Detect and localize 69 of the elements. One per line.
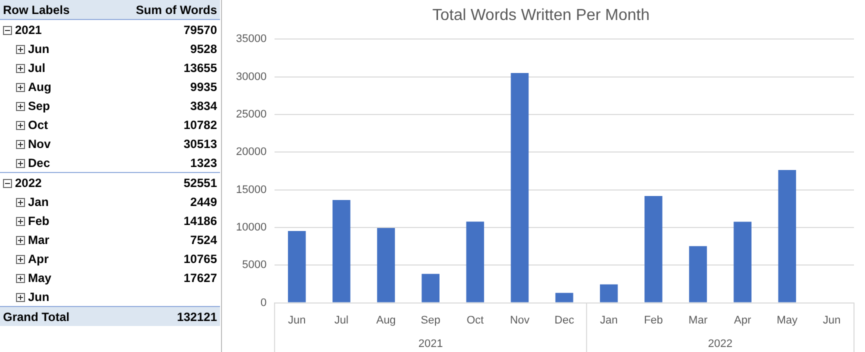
- text: Aug: [27, 78, 52, 96]
- chart-title: Total Words Written Per Month: [432, 7, 650, 24]
- bar: [510, 72, 529, 302]
- text: 52551: [100, 172, 220, 192]
- text: Jun: [27, 40, 50, 58]
- bar: [555, 292, 574, 302]
- text: 1323: [189, 154, 218, 172]
- y-tick-label: 15000: [236, 184, 267, 196]
- text: 2021: [0, 20, 100, 39]
- y-tick-label: 30000: [236, 70, 267, 83]
- text: May: [27, 270, 52, 286]
- y-tick-label: 20000: [236, 146, 267, 158]
- bar: [734, 222, 752, 302]
- y-tick-label: 5000: [242, 259, 267, 272]
- bar: [422, 274, 440, 302]
- bar: [600, 284, 618, 302]
- text: 2022: [708, 338, 733, 350]
- text: Sum of Words: [100, 0, 220, 20]
- text: Jul: [27, 60, 46, 76]
- x-tick-label: Feb: [644, 314, 663, 326]
- bar: [377, 228, 395, 302]
- text: Mar: [27, 232, 50, 248]
- text: 2021: [418, 338, 443, 350]
- text: 17627: [182, 270, 218, 286]
- text: Jun: [27, 288, 50, 306]
- x-tick-label: Nov: [510, 314, 530, 326]
- text: 14186: [182, 212, 218, 230]
- text: 10765: [182, 250, 218, 268]
- text: 10782: [182, 116, 218, 134]
- bar: [332, 200, 350, 302]
- y-tick-label: 35000: [236, 33, 267, 46]
- bar: [644, 196, 662, 302]
- y-tick-label: 25000: [236, 108, 267, 121]
- x-tick-label: Mar: [688, 314, 708, 326]
- text: Apr: [27, 250, 50, 268]
- text: 2449: [189, 194, 218, 210]
- text: 79570: [100, 20, 220, 39]
- text: Dec: [27, 154, 52, 172]
- x-tick-label: Dec: [554, 314, 575, 326]
- text: 13655: [182, 60, 218, 76]
- x-tick-label: May: [776, 314, 798, 326]
- text: 9935: [189, 78, 218, 96]
- x-tick-label: Jan: [600, 314, 618, 326]
- y-tick-label: 0: [260, 296, 267, 309]
- x-tick-label: Oct: [466, 314, 484, 326]
- bar: [288, 231, 306, 302]
- x-tick-label: Sep: [420, 314, 440, 326]
- text: Nov: [27, 136, 52, 152]
- bar: [778, 170, 796, 302]
- text: 3834: [189, 98, 218, 114]
- text: 132121: [100, 306, 220, 326]
- x-tick-label: Apr: [734, 314, 752, 326]
- text: 2022: [0, 172, 100, 192]
- text: Sep: [27, 98, 52, 114]
- x-tick-label: Aug: [376, 314, 396, 326]
- text: 7524: [189, 232, 218, 248]
- y-tick-label: 10000: [236, 222, 267, 234]
- text: 9528: [189, 40, 218, 58]
- text: Jan: [27, 194, 50, 210]
- x-tick-label: Jun: [288, 314, 306, 326]
- x-tick-label: Jul: [334, 314, 348, 326]
- text: Feb: [27, 212, 50, 230]
- text: Oct: [27, 116, 50, 134]
- text: Grand Total: [0, 306, 100, 326]
- text: Row Labels: [0, 0, 100, 20]
- bar: [689, 246, 707, 302]
- bar: [466, 222, 484, 302]
- x-tick-label: Jun: [822, 314, 841, 326]
- text: 30513: [182, 136, 218, 152]
